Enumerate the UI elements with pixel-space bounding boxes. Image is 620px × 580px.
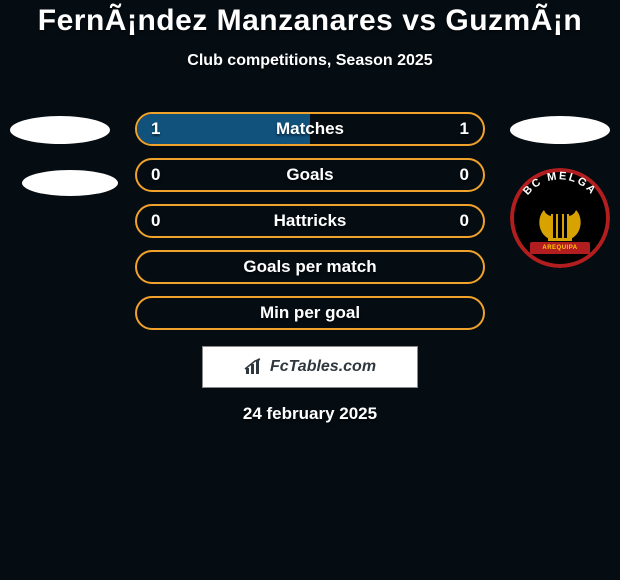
stat-row: 0 Hattricks 0 [135,204,485,238]
stat-row: Goals per match [135,250,485,284]
stat-left-value: 1 [151,119,160,139]
page-subtitle: Club competitions, Season 2025 [187,52,432,70]
content-column: FernÃ¡ndez Manzanares vs GuzmÃ¡n Club co… [0,0,620,424]
stat-left-value: 0 [151,165,160,185]
page-title: FernÃ¡ndez Manzanares vs GuzmÃ¡n [38,4,582,38]
stat-right-value: 0 [460,165,469,185]
stat-label: Hattricks [274,211,347,231]
stats-section: BC MELGA [0,112,620,330]
stat-label: Matches [276,119,344,139]
player-right-avatar-placeholder [510,116,610,144]
stat-row: 1 Matches 1 [135,112,485,146]
date-text: 24 february 2025 [243,404,377,424]
player-left-avatar-placeholder-1 [10,116,110,144]
stat-row: Min per goal [135,296,485,330]
stat-left-value: 0 [151,211,160,231]
club-badge-banner: AREQUIPA [530,242,590,254]
stat-rows: 1 Matches 1 0 Goals 0 0 Hattricks 0 Goals per mat… [135,112,485,330]
stat-label: Min per goal [260,303,360,323]
stat-right-value: 0 [460,211,469,231]
club-badge-arc-text: BC MELGA [521,170,599,197]
stat-label: Goals per match [243,257,376,277]
club-badge-melgar: BC MELGA [510,168,610,268]
comparison-infographic: FernÃ¡ndez Manzanares vs GuzmÃ¡n Club co… [0,0,620,580]
bar-chart-icon [244,358,266,376]
svg-text:BC MELGA: BC MELGA [521,170,599,197]
stat-right-value: 1 [460,119,469,139]
stat-row: 0 Goals 0 [135,158,485,192]
stat-label: Goals [286,165,333,185]
watermark-text: FcTables.com [270,358,376,376]
watermark-box: FcTables.com [202,346,418,388]
club-badge-banner-text: AREQUIPA [542,245,577,251]
player-left-avatar-placeholder-2 [22,170,118,196]
